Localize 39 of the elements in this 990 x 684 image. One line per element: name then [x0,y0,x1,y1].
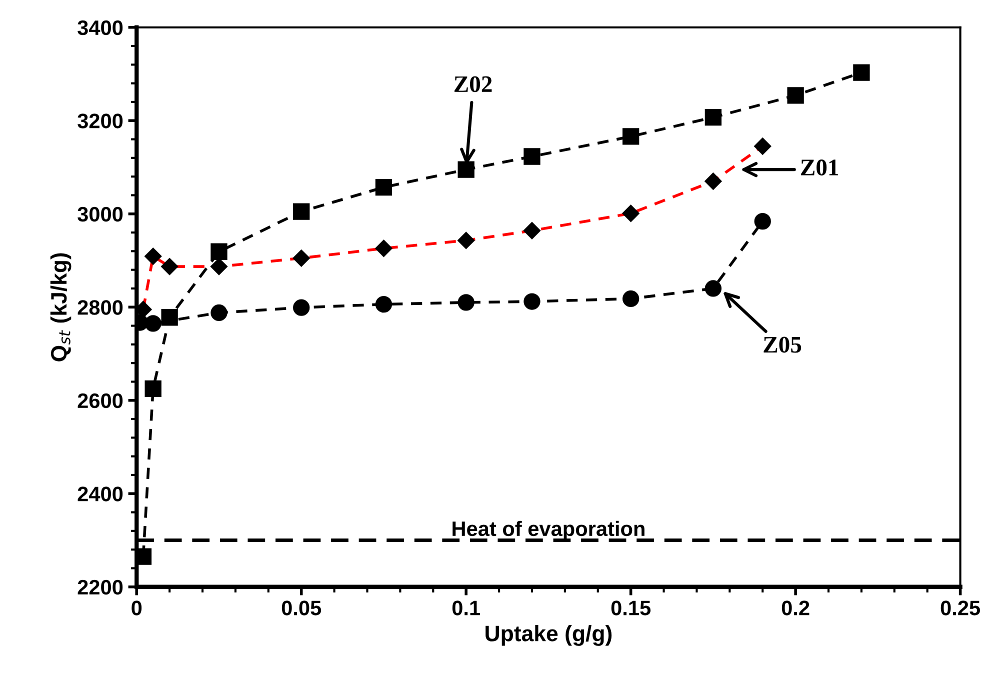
y-tick-label: 2400 [78,486,123,502]
y-tick-label: 3400 [78,20,123,36]
x-tick-label: 0.05 [282,600,322,616]
point [622,128,640,145]
y-tick-label: 2800 [78,300,123,315]
point [210,243,228,260]
point [704,280,722,297]
x-tick-label: 0 [132,600,142,616]
point [144,380,162,398]
x-tick-label: 0.25 [940,600,980,616]
annotation: Z01 [801,160,838,176]
point [375,296,392,313]
y-tick-label: 2600 [78,393,123,408]
point [210,304,228,322]
y-tick-label: 3200 [78,114,123,128]
ref-line-label: Heat of evaporation [452,520,644,540]
point [375,178,392,196]
x-tick-label: 0.1 [452,600,480,616]
annotation: Z02 [454,76,492,92]
x-tick-label: 0.15 [611,600,651,616]
x-axis-title: Uptake (g/g) [486,625,612,646]
point [853,64,870,81]
point [458,161,474,178]
point [458,294,474,311]
point [293,203,310,220]
point [161,309,178,326]
point [787,87,804,104]
point [524,148,540,165]
y-tick-label: 2200 [78,580,123,595]
point [524,293,540,310]
point [754,212,771,230]
y-tick-label: 3000 [78,206,123,222]
point [622,290,640,308]
x-tick-label: 0.2 [782,600,810,616]
y-axis-title: Q$_{st}$ (kJ/kg) [50,253,72,362]
point [144,315,162,332]
point [704,109,722,126]
annotation: Z05 [764,336,802,353]
point [293,299,310,316]
